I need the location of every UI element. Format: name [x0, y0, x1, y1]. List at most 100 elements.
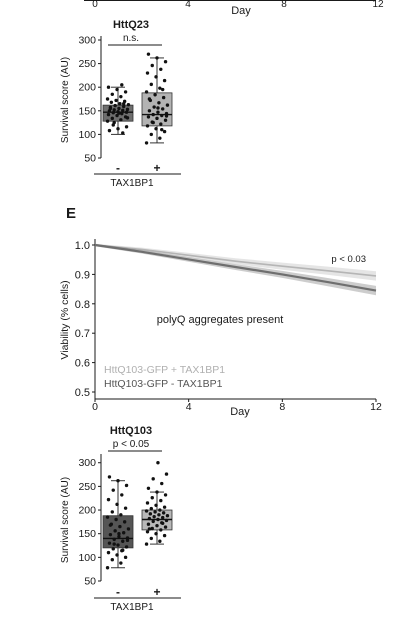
y-tick-label: 0.8	[75, 299, 90, 311]
y-tick-label: 50	[84, 153, 96, 165]
data-point	[161, 515, 165, 520]
data-point	[161, 107, 165, 111]
data-point	[163, 493, 168, 497]
data-point	[113, 529, 117, 533]
data-point	[144, 90, 149, 94]
data-point	[112, 108, 116, 112]
data-point	[114, 98, 118, 103]
x-tick-label: 4	[186, 401, 192, 413]
x-axis-label: TAX1BP1	[110, 602, 154, 613]
data-point	[119, 561, 123, 565]
data-point	[164, 111, 169, 116]
data-point	[158, 508, 162, 512]
data-point	[162, 533, 167, 538]
data-point	[156, 106, 160, 110]
y-tick-label: 200	[78, 82, 96, 94]
data-point	[124, 483, 129, 488]
data-point	[122, 520, 127, 524]
data-point	[106, 497, 111, 502]
data-point	[105, 566, 110, 570]
data-point	[125, 538, 130, 543]
data-point	[112, 537, 116, 542]
data-point	[116, 479, 120, 483]
data-point	[113, 103, 117, 108]
data-point	[126, 527, 131, 531]
data-point	[153, 510, 157, 514]
y-tick-label: 200	[78, 505, 96, 517]
data-point	[111, 547, 115, 551]
box-body	[141, 92, 173, 127]
significance-label: n.s.	[123, 33, 139, 44]
data-point	[145, 501, 150, 505]
data-point	[154, 127, 158, 131]
data-point	[115, 553, 119, 557]
data-point	[107, 475, 112, 479]
data-point	[160, 127, 164, 132]
data-point	[144, 141, 149, 145]
data-point	[151, 120, 155, 125]
data-point	[149, 132, 153, 137]
data-point	[109, 100, 114, 105]
data-point	[106, 112, 111, 117]
data-point	[154, 531, 158, 536]
y-tick-label: 100	[78, 552, 96, 564]
data-point	[123, 506, 128, 510]
top-x-tick-3: 12	[372, 0, 384, 10]
data-point	[115, 113, 119, 118]
y-tick-label: 0.7	[75, 328, 90, 340]
data-point	[108, 106, 113, 111]
y-tick-label: 300	[78, 457, 96, 469]
data-point	[119, 118, 123, 122]
data-point	[147, 516, 152, 521]
data-point	[146, 52, 151, 56]
legend-entry-plus: HttQ103-GFP + TAX1BP1	[104, 364, 225, 376]
x-category-label: -	[116, 585, 120, 599]
x-tick-label: 12	[370, 401, 382, 413]
x-category-label: -	[116, 161, 120, 175]
data-point	[147, 527, 152, 531]
data-point	[157, 101, 161, 105]
chart-title: HttQ23	[113, 19, 149, 31]
top-x-label: Day	[231, 5, 251, 17]
data-point	[110, 92, 115, 96]
data-point	[155, 523, 159, 528]
data-point	[121, 539, 125, 543]
data-point	[120, 493, 124, 497]
y-tick-label: 150	[78, 105, 96, 117]
data-point	[165, 514, 170, 518]
data-point	[111, 110, 115, 115]
data-point	[125, 107, 130, 112]
data-point	[108, 532, 113, 537]
data-point	[105, 119, 110, 123]
data-point	[162, 78, 167, 83]
data-point	[123, 555, 128, 560]
y-tick-label: 300	[78, 35, 96, 47]
y-axis-label: Survival score (AU)	[60, 477, 71, 563]
y-tick-label: 100	[78, 129, 96, 141]
x-axis-label: TAX1BP1	[110, 178, 154, 189]
data-point	[153, 93, 157, 97]
data-point	[146, 486, 151, 490]
data-point	[149, 82, 153, 87]
data-point	[144, 509, 149, 513]
data-point	[106, 85, 111, 89]
data-point	[112, 120, 116, 125]
data-point	[163, 525, 168, 529]
series-line	[94, 244, 377, 277]
data-point	[110, 558, 115, 562]
data-point	[155, 116, 159, 121]
data-point	[161, 87, 165, 92]
x-tick-label: 8	[279, 401, 285, 413]
data-point	[158, 136, 162, 140]
data-point	[118, 524, 122, 529]
data-point	[156, 110, 160, 114]
data-point	[112, 542, 116, 546]
data-point	[125, 116, 130, 120]
series-line	[94, 243, 377, 292]
data-point	[124, 110, 129, 114]
data-point	[155, 56, 159, 60]
data-point	[107, 541, 112, 545]
data-point	[158, 539, 162, 543]
y-tick-label: 250	[78, 58, 96, 70]
